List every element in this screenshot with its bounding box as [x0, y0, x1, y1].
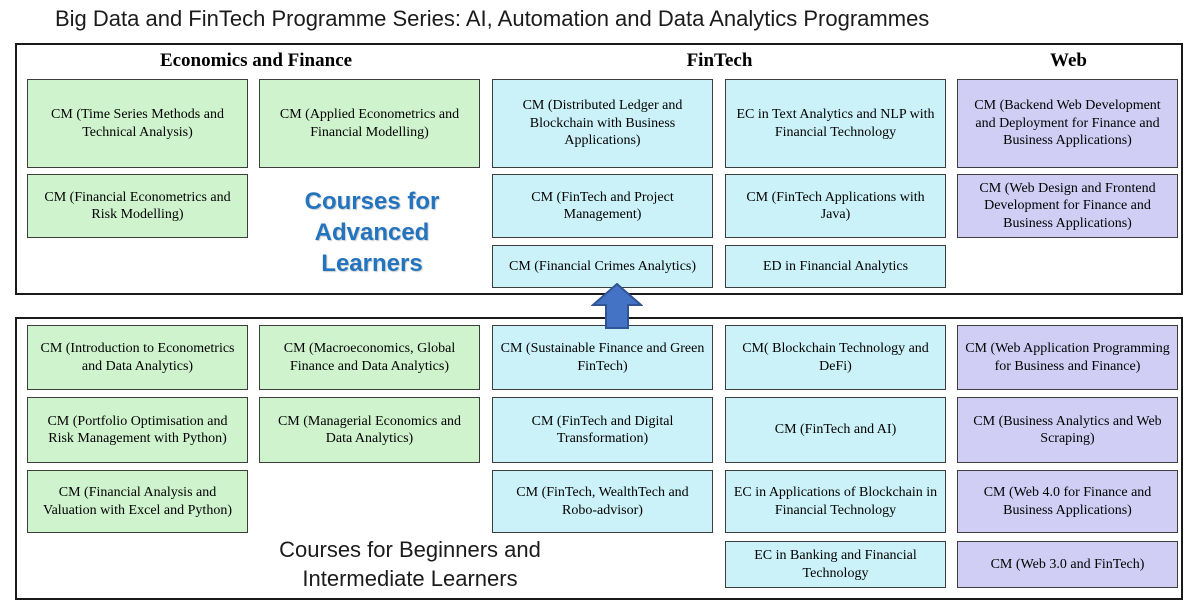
course-cell: ED in Financial Analytics: [725, 245, 946, 288]
advanced-label-line: Courses for: [304, 188, 440, 215]
course-cell: CM (Web Design and Frontend Development …: [957, 174, 1178, 238]
advanced-label-line: Learners: [321, 250, 423, 277]
course-cell: EC in Text Analytics and NLP with Financ…: [725, 79, 946, 168]
course-cell: CM (FinTech and AI): [725, 397, 946, 463]
page-title: Big Data and FinTech Programme Series: A…: [55, 6, 930, 31]
advanced-learners-label: Courses for Advanced Learners: [259, 186, 485, 279]
advanced-label-line: Advanced: [314, 219, 430, 246]
course-cell: CM (Applied Econometrics and Financial M…: [259, 79, 480, 168]
course-cell: CM (Introduction to Econometrics and Dat…: [27, 325, 248, 390]
course-cell: CM (Financial Econometrics and Risk Mode…: [27, 174, 248, 238]
course-cell: CM (Web 3.0 and FinTech): [957, 541, 1178, 588]
course-cell: CM (Backend Web Development and Deployme…: [957, 79, 1178, 168]
course-cell: CM (Macroeconomics, Global Finance and D…: [259, 325, 480, 390]
course-cell: CM (FinTech Applications with Java): [725, 174, 946, 238]
course-cell: CM( Blockchain Technology and DeFi): [725, 325, 946, 390]
course-cell: CM (Portfolio Optimisation and Risk Mana…: [27, 397, 248, 463]
beginners-label-line: Intermediate Learners: [302, 566, 518, 591]
course-cell: CM (Time Series Methods and Technical An…: [27, 79, 248, 168]
course-cell: CM (FinTech and Project Management): [492, 174, 713, 238]
course-cell: CM (Business Analytics and Web Scraping): [957, 397, 1178, 463]
course-cell: CM (FinTech, WealthTech and Robo-advisor…: [492, 470, 713, 533]
course-cell: CM (Managerial Economics and Data Analyt…: [259, 397, 480, 463]
course-cell: CM (FinTech and Digital Transformation): [492, 397, 713, 463]
course-cell: CM (Distributed Ledger and Blockchain wi…: [492, 79, 713, 168]
course-cell: EC in Applications of Blockchain in Fina…: [725, 470, 946, 533]
column-header-economics-finance: Economics and Finance: [159, 50, 353, 71]
course-cell: CM (Sustainable Finance and Green FinTec…: [492, 325, 713, 390]
course-cell: CM (Financial Crimes Analytics): [492, 245, 713, 288]
course-cell: CM (Financial Analysis and Valuation wit…: [27, 470, 248, 533]
up-arrow-icon: [591, 283, 643, 329]
course-cell: EC in Banking and Financial Technology: [725, 541, 946, 588]
course-cell: CM (Web Application Programming for Busi…: [957, 325, 1178, 390]
column-header-web: Web: [1050, 50, 1087, 71]
beginners-intermediate-label: Courses for Beginners and Intermediate L…: [210, 535, 610, 593]
course-cell: CM (Web 4.0 for Finance and Business App…: [957, 470, 1178, 533]
column-header-fintech: FinTech: [686, 50, 753, 71]
beginners-label-line: Courses for Beginners and: [279, 537, 541, 562]
